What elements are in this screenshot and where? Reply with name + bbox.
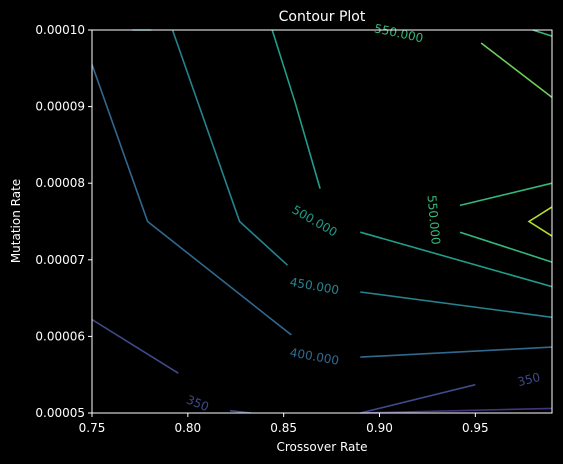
- y-tick-label: 0.00009: [35, 100, 85, 114]
- contour-label-550-1: 550.000: [373, 21, 424, 45]
- contour-line-350-0: [91, 318, 179, 374]
- contour-label-400-0: 400.000: [289, 345, 340, 367]
- x-tick-label: 0.75: [79, 421, 106, 435]
- contour-line-400-1: [360, 346, 553, 358]
- plot-frame: [91, 29, 553, 414]
- contour-lines: [91, 29, 553, 414]
- x-axis-label: Crossover Rate: [277, 440, 368, 454]
- contour-label-550-0: 550.000: [425, 195, 443, 246]
- chart-title: Contour Plot: [279, 9, 366, 25]
- contour-line-500-1: [360, 231, 553, 288]
- contour-line-500-0: [271, 29, 321, 189]
- y-axis-label: Mutation Rate: [9, 179, 23, 263]
- contour-line-550-0: [459, 231, 553, 263]
- x-tick-label: 0.80: [174, 421, 201, 435]
- axis-ticks: 0.75 0.80 0.85 0.90 0.95 0.00005 0.00006 0.0000…: [35, 23, 488, 435]
- y-tick-label: 0.00006: [35, 329, 85, 343]
- contour-label-350-0: 350: [184, 393, 210, 415]
- contour-line-450-1: [171, 29, 289, 266]
- y-tick-label: 0.00010: [35, 23, 85, 37]
- contour-label-500-0: 500.000: [290, 203, 340, 240]
- contour-label-350-1: 350: [516, 370, 542, 389]
- contour-line-650-0: [527, 206, 553, 237]
- y-tick-label: 0.00005: [35, 406, 85, 420]
- x-tick-label: 0.90: [366, 421, 393, 435]
- contour-line-450-2: [360, 291, 553, 319]
- contour-line-550-1: [532, 29, 553, 37]
- contour-line-550-2: [459, 182, 553, 207]
- contour-line-400-0: [91, 64, 292, 336]
- y-tick-label: 0.00007: [35, 253, 85, 267]
- x-tick-label: 0.85: [270, 421, 297, 435]
- contour-line-600-0: [480, 42, 553, 99]
- y-tick-label: 0.00008: [35, 176, 85, 190]
- contour-line-350-2: [360, 383, 476, 414]
- contour-label-450-0: 450.000: [289, 275, 340, 297]
- x-tick-label: 0.95: [462, 421, 489, 435]
- contour-line-300-0: [360, 407, 553, 414]
